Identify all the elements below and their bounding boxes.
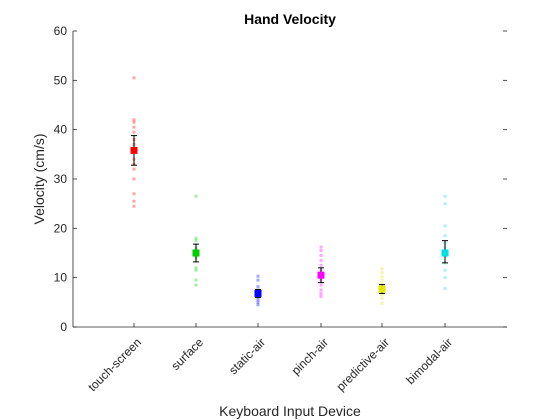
data-point bbox=[132, 76, 136, 80]
x-ticks: touch-screen surface static-air pinch-air pr… bbox=[85, 323, 455, 394]
data-point bbox=[319, 283, 323, 287]
data-point bbox=[319, 253, 323, 257]
data-point bbox=[194, 283, 198, 287]
data-point bbox=[256, 285, 260, 289]
data-point bbox=[319, 245, 323, 249]
data-point bbox=[194, 239, 198, 243]
data-point bbox=[132, 167, 136, 171]
data-point bbox=[319, 249, 323, 253]
x-axis-label: Keyboard Input Device bbox=[219, 403, 361, 419]
y-axis-label: Velocity (cm/s) bbox=[31, 133, 47, 224]
mean-marker bbox=[378, 285, 386, 293]
data-point bbox=[443, 276, 447, 280]
data-point bbox=[380, 275, 384, 279]
data-point bbox=[194, 278, 198, 282]
data-point bbox=[194, 236, 198, 240]
y-tick-label: 20 bbox=[54, 221, 68, 235]
mean-marker bbox=[192, 249, 200, 257]
data-point bbox=[132, 204, 136, 208]
data-point bbox=[443, 224, 447, 228]
data-point bbox=[132, 120, 136, 124]
mean-marker bbox=[441, 249, 449, 257]
data-point bbox=[256, 300, 260, 304]
x-tick-label: pinch-air bbox=[289, 335, 331, 377]
y-ticks: 0 10 20 30 40 50 60 bbox=[54, 24, 507, 334]
data-point bbox=[194, 266, 198, 270]
data-point bbox=[132, 125, 136, 129]
data-point bbox=[132, 192, 136, 196]
mean-marker bbox=[254, 289, 262, 297]
data-point bbox=[256, 274, 260, 278]
data-point bbox=[380, 301, 384, 305]
data-point bbox=[256, 303, 260, 307]
data-point bbox=[443, 202, 447, 206]
y-tick-label: 30 bbox=[54, 172, 68, 186]
data-point bbox=[443, 234, 447, 238]
x-tick-label: predictive-air bbox=[334, 335, 392, 393]
x-tick-label: surface bbox=[168, 335, 206, 373]
x-tick-label: static-air bbox=[226, 335, 268, 377]
plot-background bbox=[73, 31, 507, 327]
data-point bbox=[319, 258, 323, 262]
data-point bbox=[443, 194, 447, 198]
data-point bbox=[319, 291, 323, 295]
y-tick-label: 0 bbox=[60, 320, 67, 334]
y-tick-label: 50 bbox=[54, 73, 68, 87]
data-point bbox=[380, 282, 384, 286]
x-tick-label: bimodal-air bbox=[403, 335, 455, 387]
data-point bbox=[319, 294, 323, 298]
data-point bbox=[380, 271, 384, 275]
data-point bbox=[443, 287, 447, 291]
data-point bbox=[256, 298, 260, 302]
chart-title: Hand Velocity bbox=[244, 11, 336, 27]
mean-marker bbox=[130, 146, 138, 154]
data-point bbox=[443, 268, 447, 272]
data-point bbox=[380, 293, 384, 297]
data-point bbox=[132, 118, 136, 122]
data-point bbox=[319, 288, 323, 292]
data-point bbox=[132, 199, 136, 203]
mean-marker bbox=[317, 271, 325, 279]
x-tick-label: touch-screen bbox=[85, 335, 144, 394]
data-point bbox=[319, 263, 323, 267]
data-point bbox=[380, 296, 384, 300]
y-tick-label: 10 bbox=[54, 271, 68, 285]
data-point bbox=[132, 130, 136, 134]
y-tick-label: 60 bbox=[54, 24, 68, 38]
data-point bbox=[380, 267, 384, 271]
data-point bbox=[380, 278, 384, 282]
data-point bbox=[256, 278, 260, 282]
y-tick-label: 40 bbox=[54, 123, 68, 137]
mean-layer bbox=[130, 146, 449, 297]
data-point bbox=[194, 194, 198, 198]
data-point bbox=[132, 177, 136, 181]
data-point bbox=[194, 268, 198, 272]
